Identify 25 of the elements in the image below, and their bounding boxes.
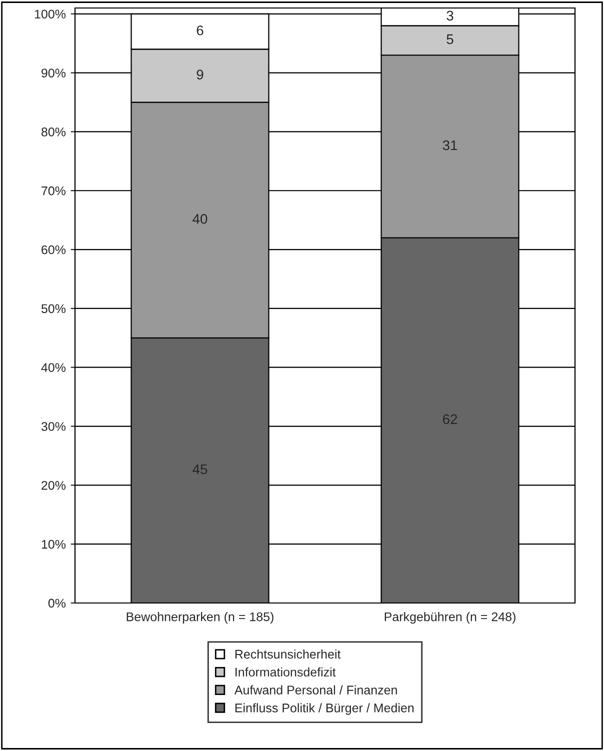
y-tick-label: 10% [42,540,66,549]
y-tick-label: 90% [42,68,66,78]
data-label: 5 [446,34,454,44]
legend-label: Einfluss Politik / Bürger / Medien [235,703,414,715]
data-label: 3 [446,10,454,21]
data-label: 31 [442,140,458,150]
x-tick-label: Parkgebühren (n = 248) [384,612,516,624]
y-tick-label: 100% [34,10,66,19]
y-tick-label: 60% [42,245,66,254]
data-label: 9 [196,70,204,80]
data-label: 6 [196,25,204,36]
y-tick-label: 30% [41,422,66,431]
legend-label: Rechtsunsicherheit [235,649,341,659]
y-tick-label: 20% [42,480,66,490]
x-tick-label: Bewohnerparken (n = 185) [126,612,274,624]
y-tick-label: 40% [41,363,66,372]
y-tick-label: 0% [48,598,66,608]
legend-label: Informationsdefizit [236,667,336,677]
y-tick-label: 50% [41,304,66,314]
data-label: 62 [442,414,458,424]
data-label: 40 [192,214,208,224]
data-label: 45 [192,464,208,474]
y-tick-label: 70% [42,186,66,196]
y-tick-label: 80% [42,128,66,136]
legend-label: Aufwand Personal / Finanzen [234,685,397,694]
